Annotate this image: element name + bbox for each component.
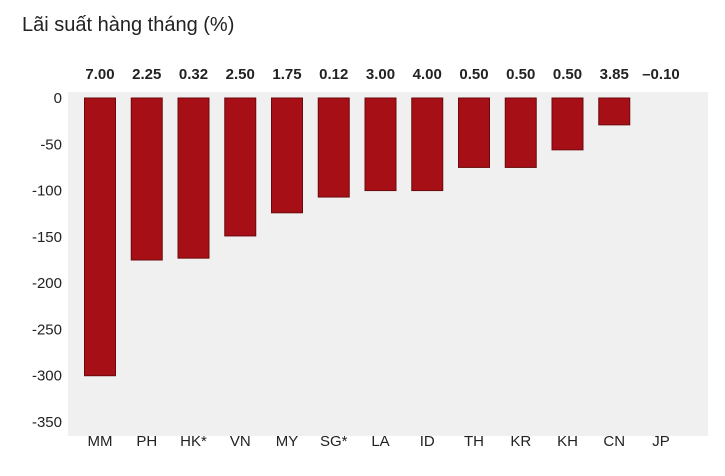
bar-rate-label: 3.85 bbox=[600, 66, 629, 83]
bar bbox=[317, 97, 350, 198]
x-tick-label: PH bbox=[136, 433, 157, 450]
bar bbox=[411, 97, 444, 192]
bar bbox=[84, 97, 116, 377]
y-tick-label: -350 bbox=[32, 414, 62, 431]
bar bbox=[224, 97, 257, 237]
x-tick-label: SG* bbox=[320, 433, 348, 450]
bar-rate-label: 0.50 bbox=[459, 66, 488, 83]
bar-rate-label: 7.00 bbox=[85, 66, 114, 83]
x-tick-label: HK* bbox=[180, 433, 207, 450]
y-tick-label: 0 bbox=[54, 90, 62, 107]
bar bbox=[551, 97, 584, 151]
bar-rate-label: 2.25 bbox=[132, 66, 161, 83]
bar-rate-label: 0.12 bbox=[319, 66, 348, 83]
x-tick-label: JP bbox=[652, 433, 670, 450]
bar-rate-label: 0.50 bbox=[506, 66, 535, 83]
bar-rate-label: 0.50 bbox=[553, 66, 582, 83]
x-tick-label: LA bbox=[371, 433, 389, 450]
bar bbox=[504, 97, 537, 168]
bar bbox=[130, 97, 163, 261]
y-tick-label: -100 bbox=[32, 183, 62, 200]
bar-rate-label: 3.00 bbox=[366, 66, 395, 83]
y-tick-label: -300 bbox=[32, 368, 62, 385]
x-tick-label: VN bbox=[230, 433, 251, 450]
x-tick-label: TH bbox=[464, 433, 484, 450]
y-tick-label: -250 bbox=[32, 321, 62, 338]
bar bbox=[271, 97, 303, 214]
bar bbox=[364, 97, 397, 192]
x-tick-label: MY bbox=[276, 433, 299, 450]
x-tick-label: MM bbox=[88, 433, 113, 450]
x-tick-label: CN bbox=[603, 433, 625, 450]
x-tick-label: KR bbox=[510, 433, 531, 450]
chart-title: Lãi suất hàng tháng (%) bbox=[22, 14, 235, 36]
bar bbox=[458, 97, 490, 168]
bar bbox=[177, 97, 210, 259]
x-tick-label: ID bbox=[420, 433, 435, 450]
bar-rate-label: 4.00 bbox=[413, 66, 442, 83]
y-tick-label: -50 bbox=[40, 136, 62, 153]
x-tick-label: KH bbox=[557, 433, 578, 450]
bar-rate-label: 0.32 bbox=[179, 66, 208, 83]
bar bbox=[598, 97, 631, 126]
y-tick-label: -200 bbox=[32, 275, 62, 292]
bar-rate-label: 1.75 bbox=[272, 66, 301, 83]
bar-rate-label: 2.50 bbox=[226, 66, 255, 83]
y-tick-label: -150 bbox=[32, 229, 62, 246]
bar-rate-label: –0.10 bbox=[642, 66, 680, 83]
